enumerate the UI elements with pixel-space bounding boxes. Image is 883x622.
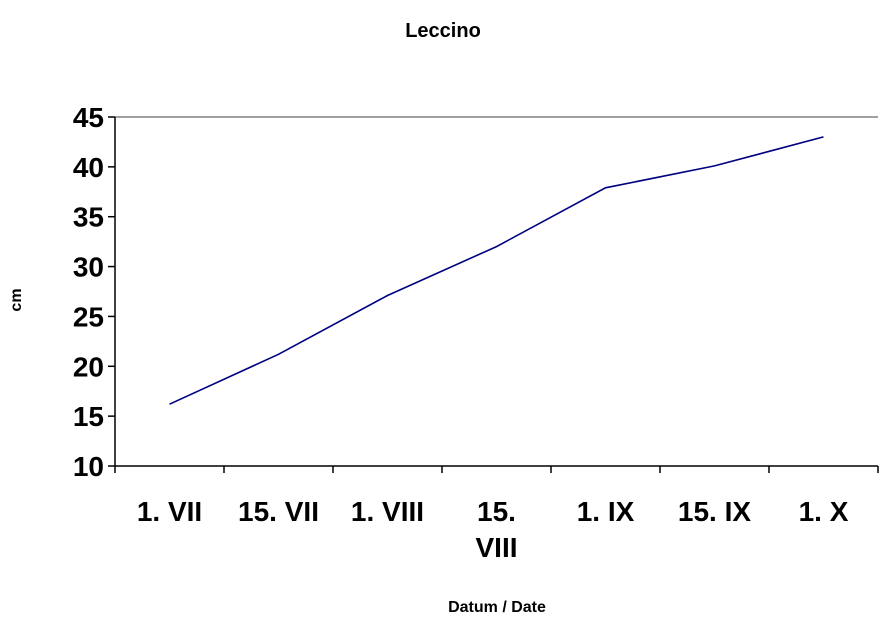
- y-axis-title: cm: [8, 288, 25, 311]
- x-tick-label-line: 1. IX: [577, 496, 635, 527]
- y-tick-label: 20: [73, 351, 104, 382]
- x-tick-label: 1. VII: [137, 496, 202, 527]
- y-tick-label: 25: [73, 301, 104, 332]
- x-tick-label: 1. X: [799, 496, 849, 527]
- x-tick-label-line: 1. VII: [137, 496, 202, 527]
- series-layer: [169, 136, 824, 405]
- x-tick-label-line: VIII: [475, 532, 517, 563]
- y-tick-label: 40: [73, 152, 104, 183]
- x-tick-label: 1. IX: [577, 496, 635, 527]
- x-tick-label-line: 1. X: [799, 496, 849, 527]
- x-tick-label: 15. VIII: [475, 496, 517, 563]
- y-tick-label: 10: [73, 451, 104, 482]
- y-tick-label: 30: [73, 252, 104, 283]
- chart-title: Leccino: [405, 20, 481, 42]
- x-tick-label: 15. IX: [678, 496, 751, 527]
- x-axis-ticks: 1. VII 15. VII 1. VIII 15. VIII 1. IX 15. IX 1.…: [114, 466, 879, 563]
- y-tick-label: 35: [73, 202, 104, 233]
- y-axis-ticks: 10 15 20 25 30 35 40 45: [73, 102, 115, 482]
- y-tick-label: 45: [73, 102, 104, 133]
- x-axis-title: Datum / Date: [448, 599, 546, 616]
- series-line: [169, 136, 824, 405]
- y-tick-label: 15: [73, 401, 104, 432]
- x-tick-label-line: 15. VII: [238, 496, 319, 527]
- x-tick-label: 1. VIII: [351, 496, 424, 527]
- x-tick-label-line: 1. VIII: [351, 496, 424, 527]
- x-tick-label-line: 15. IX: [678, 496, 751, 527]
- x-tick-label: 15. VII: [238, 496, 319, 527]
- x-tick-label-line: 15.: [477, 496, 516, 527]
